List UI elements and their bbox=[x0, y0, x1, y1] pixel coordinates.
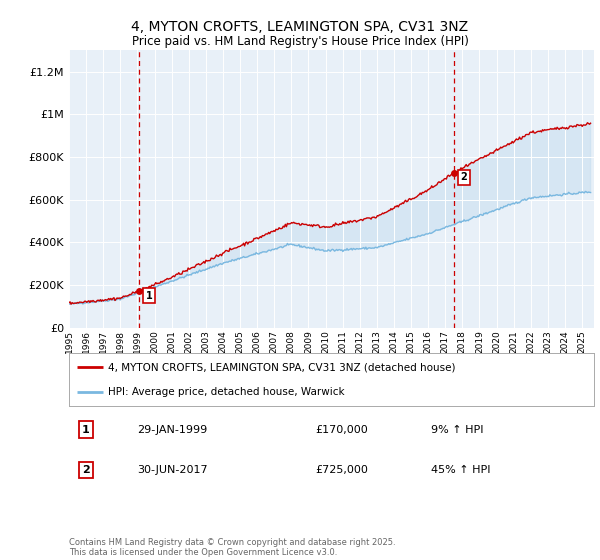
Text: 30-JUN-2017: 30-JUN-2017 bbox=[137, 465, 208, 475]
Text: 9% ↑ HPI: 9% ↑ HPI bbox=[431, 424, 484, 435]
Text: 2: 2 bbox=[82, 465, 90, 475]
Text: HPI: Average price, detached house, Warwick: HPI: Average price, detached house, Warw… bbox=[109, 386, 345, 396]
Text: 45% ↑ HPI: 45% ↑ HPI bbox=[431, 465, 491, 475]
Text: £725,000: £725,000 bbox=[316, 465, 368, 475]
Text: 1: 1 bbox=[82, 424, 90, 435]
Text: Contains HM Land Registry data © Crown copyright and database right 2025.
This d: Contains HM Land Registry data © Crown c… bbox=[69, 538, 395, 557]
Text: £170,000: £170,000 bbox=[316, 424, 368, 435]
Text: 2: 2 bbox=[461, 172, 467, 183]
Text: 4, MYTON CROFTS, LEAMINGTON SPA, CV31 3NZ (detached house): 4, MYTON CROFTS, LEAMINGTON SPA, CV31 3N… bbox=[109, 362, 456, 372]
Text: 4, MYTON CROFTS, LEAMINGTON SPA, CV31 3NZ: 4, MYTON CROFTS, LEAMINGTON SPA, CV31 3N… bbox=[131, 20, 469, 34]
Text: Price paid vs. HM Land Registry's House Price Index (HPI): Price paid vs. HM Land Registry's House … bbox=[131, 35, 469, 48]
Text: 29-JAN-1999: 29-JAN-1999 bbox=[137, 424, 208, 435]
Text: 1: 1 bbox=[146, 291, 152, 301]
